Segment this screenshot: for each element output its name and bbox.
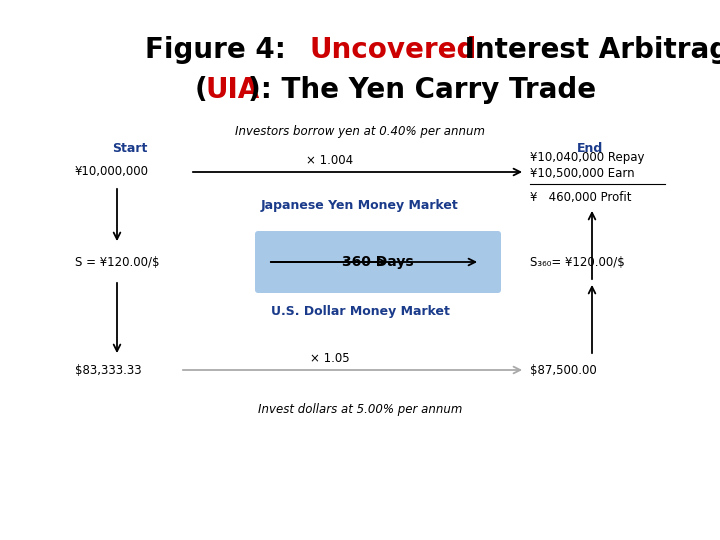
- Text: Japanese Yen Money Market: Japanese Yen Money Market: [261, 199, 459, 212]
- Text: End: End: [577, 141, 603, 154]
- Text: ¥10,500,000 Earn: ¥10,500,000 Earn: [530, 166, 634, 179]
- Text: Invest dollars at 5.00% per annum: Invest dollars at 5.00% per annum: [258, 403, 462, 416]
- Text: UIA: UIA: [206, 76, 260, 104]
- Text: 360 Days: 360 Days: [342, 255, 414, 269]
- Text: Interest Arbitrage: Interest Arbitrage: [455, 36, 720, 64]
- Text: ¥10,040,000 Repay: ¥10,040,000 Repay: [530, 152, 644, 165]
- Text: (: (: [195, 76, 208, 104]
- Text: × 1.004: × 1.004: [307, 153, 354, 166]
- Text: Figure 4:: Figure 4:: [145, 36, 305, 64]
- Text: ¥10,000,000: ¥10,000,000: [75, 165, 149, 179]
- Text: × 1.05: × 1.05: [310, 352, 350, 365]
- Text: ¥   460,000 Profit: ¥ 460,000 Profit: [530, 191, 631, 204]
- Text: $83,333.33: $83,333.33: [75, 363, 142, 376]
- Text: ): The Yen Carry Trade: ): The Yen Carry Trade: [248, 76, 596, 104]
- Text: Start: Start: [112, 141, 148, 154]
- Text: Investors borrow yen at 0.40% per annum: Investors borrow yen at 0.40% per annum: [235, 125, 485, 138]
- Text: S = ¥120.00/$: S = ¥120.00/$: [75, 255, 160, 268]
- Text: Uncovered: Uncovered: [310, 36, 477, 64]
- FancyBboxPatch shape: [255, 231, 501, 293]
- Text: $87,500.00: $87,500.00: [530, 363, 597, 376]
- Text: U.S. Dollar Money Market: U.S. Dollar Money Market: [271, 306, 449, 319]
- Text: S₃₆₀= ¥120.00/$: S₃₆₀= ¥120.00/$: [530, 255, 625, 268]
